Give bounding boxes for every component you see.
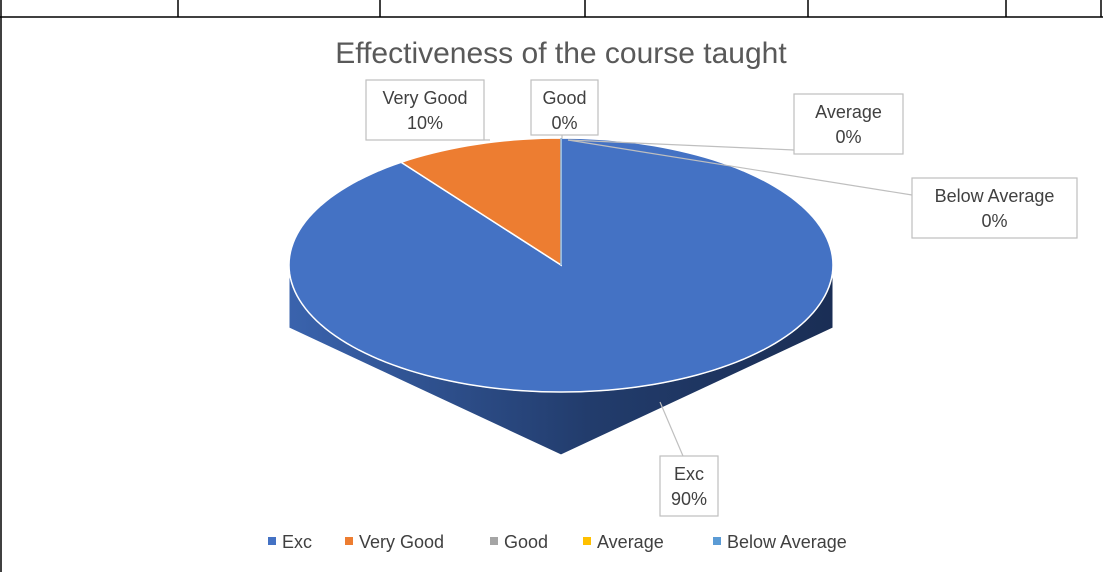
label-box (530, 79, 599, 136)
data-label-name: Good (542, 88, 586, 108)
legend-label: Exc (282, 532, 312, 552)
legend-label: Good (504, 532, 548, 552)
legend-marker (490, 537, 498, 545)
data-label-name: Exc (674, 464, 704, 484)
chart-title: Effectiveness of the course taught (335, 37, 787, 70)
legend-marker (268, 537, 276, 545)
legend-label: Very Good (359, 532, 444, 552)
label-box (659, 455, 719, 517)
legend-marker (713, 537, 721, 545)
pie-tops (288, 137, 834, 393)
label-box (793, 93, 904, 155)
legend-marker (583, 537, 591, 545)
data-label-value: 90% (671, 489, 707, 509)
legend-label: Below Average (727, 532, 847, 552)
label-box (911, 177, 1078, 239)
data-label-value: 0% (835, 127, 861, 147)
data-label-name: Very Good (382, 88, 467, 108)
leader-line (567, 139, 913, 196)
leader-line (659, 401, 684, 457)
data-labels: Exc 90% Very Good 10% Good 0% Average 0% Below A… (365, 79, 1078, 517)
legend-label: Average (597, 532, 664, 552)
data-label-name: Below Average (935, 186, 1055, 206)
data-label-name: Average (815, 102, 882, 122)
legend-marker (345, 537, 353, 545)
label-box (365, 79, 485, 141)
slice (399, 137, 562, 267)
legend: Exc Very Good Good Average Below Average (268, 532, 847, 552)
leader-line (567, 139, 795, 151)
data-label-value: 0% (981, 211, 1007, 231)
data-label-value: 10% (407, 113, 443, 133)
data-label-value: 0% (551, 113, 577, 133)
